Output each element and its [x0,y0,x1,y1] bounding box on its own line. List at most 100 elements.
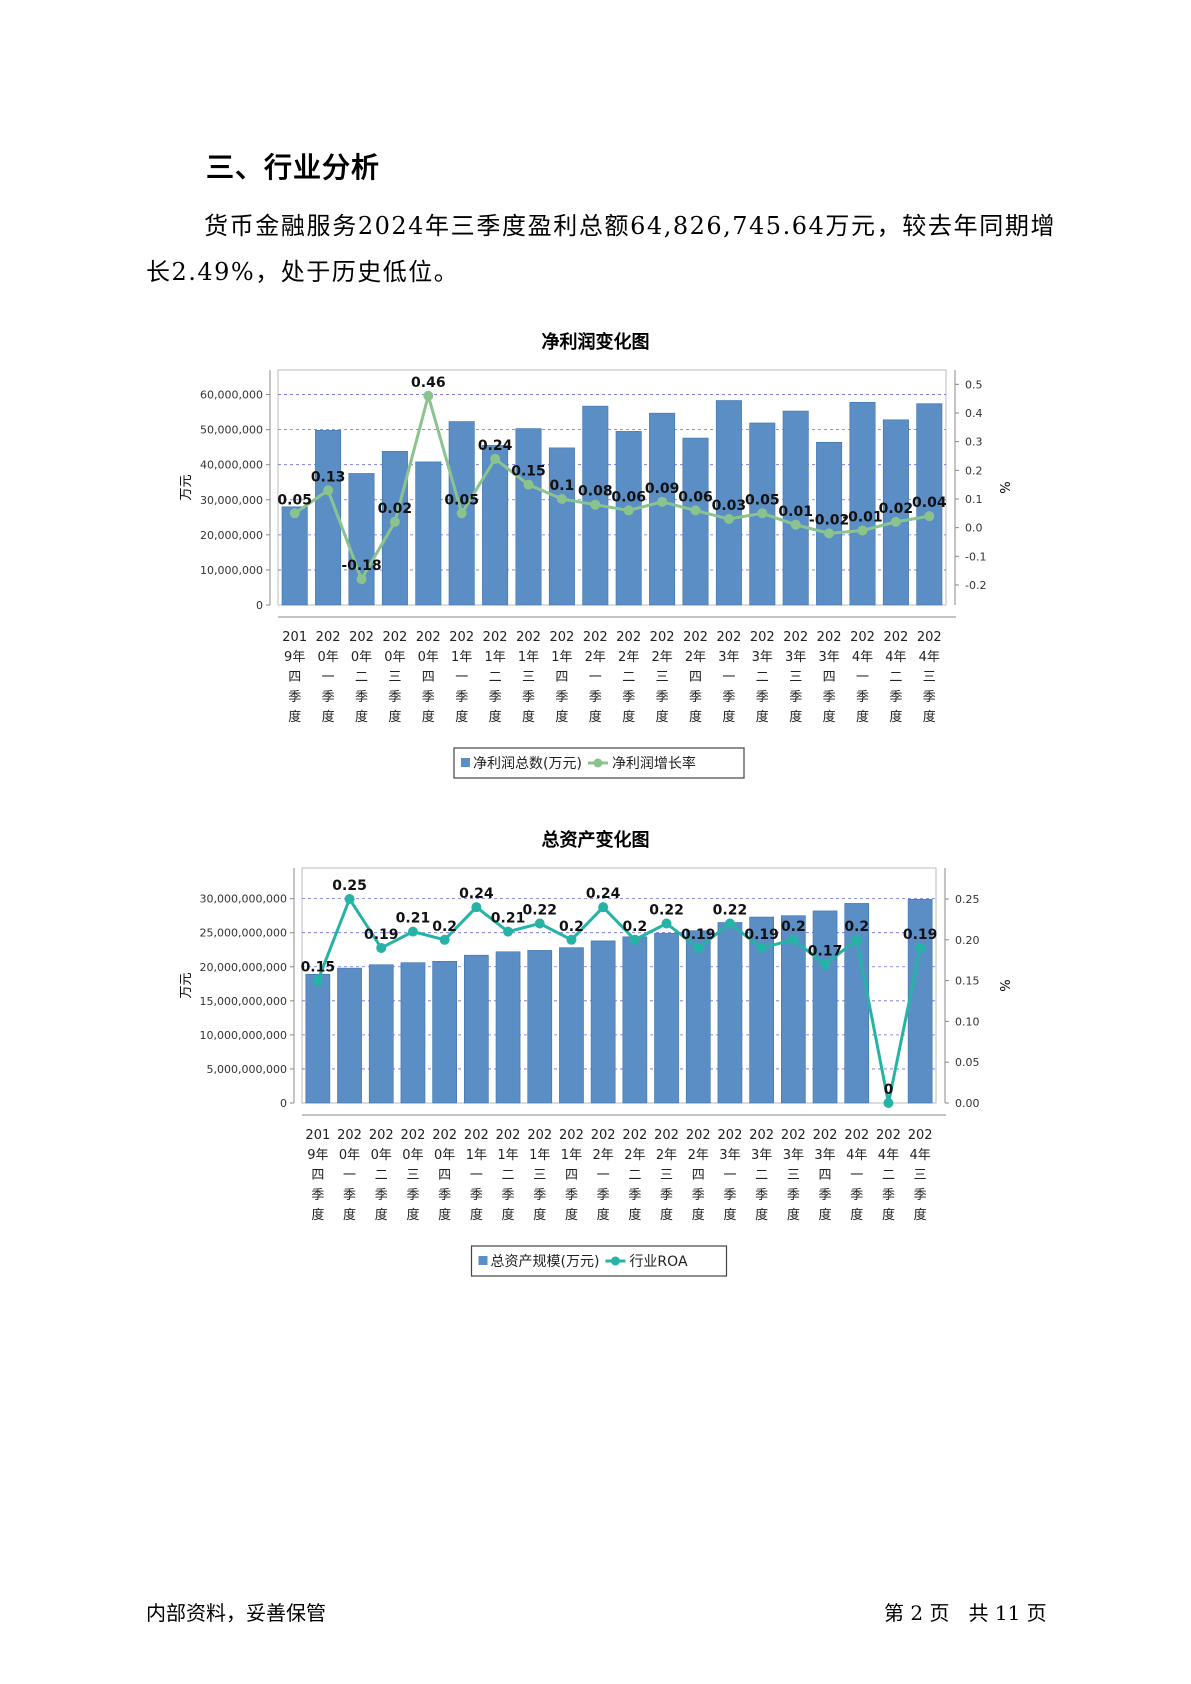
x-tick-label: 202 0年四季度 [432,1128,457,1223]
x-tick-label: 202 2年一季度 [583,630,608,725]
bar [916,403,943,606]
y-axis-label: 万元 [179,474,194,500]
line-point [924,511,935,522]
x-tick-label: 202 1年二季度 [483,630,508,725]
data-label: 0.2 [432,919,457,935]
data-label: 0.24 [459,886,494,902]
data-label: 0.21 [396,911,431,927]
bar [464,954,489,1104]
x-tick-label: 202 4年一季度 [850,630,875,725]
line-point [590,499,601,510]
data-label: 0.24 [478,438,513,454]
line-point [389,516,400,527]
legend-bar-label: 总资产规模(万元) [491,1254,600,1270]
line-point [623,505,634,516]
data-label: 0.2 [559,919,584,935]
line-point [723,514,734,525]
line-point [629,934,640,945]
series-line [293,390,930,583]
data-label: 0.24 [586,886,621,902]
line-point [661,918,672,929]
x-tick-label: 202 3年四季度 [813,1128,838,1223]
legend-line-marker [610,1256,620,1266]
x-tick-label: 202 3年二季度 [750,630,775,725]
data-label: 0.13 [311,469,346,485]
line-point [657,496,668,507]
x-tick-label: 202 2年一季度 [591,1128,616,1223]
line-point [566,934,577,945]
data-label: 0.15 [511,464,546,480]
data-label: 0.05 [277,492,312,508]
data-label: 0.2 [844,919,869,935]
data-label: 0.06 [611,489,646,505]
bar [816,441,843,606]
bar [368,964,394,1104]
total-assets-chart-title: 总资产变化图 [541,830,650,851]
net-profit-chart-title: 净利润变化图 [541,332,650,353]
legend-line-label: 行业ROA [629,1254,688,1270]
bar [590,940,616,1104]
line-point [857,525,868,536]
y-tick-label: 10,000,000 [200,564,263,577]
line-point [534,918,545,929]
line-point [890,516,901,527]
line-point [490,453,501,464]
data-label: -0.02 [809,512,849,528]
data-label: 0.22 [649,902,684,918]
x-tick-label: 202 3年二季度 [749,1128,774,1223]
y2-tick-label: 0.3 [965,436,983,449]
y2-tick-label: 0.05 [955,1056,980,1069]
x-tick-label: 202 3年一季度 [718,1128,743,1223]
y2-tick-label: 0.20 [955,934,980,947]
data-label: 0.22 [522,902,557,918]
data-label: 0.02 [378,501,413,517]
bar [381,451,408,606]
x-tick-label: 202 4年二季度 [883,630,908,725]
x-tick-label: 202 0年二季度 [369,1128,394,1223]
y2-tick-label: 0.2 [965,464,983,477]
y2-tick-label: -0.2 [965,579,986,592]
total-assets-chart: 0 5,000,000,000 10,000,000,000 15,000,000,0… [179,867,1011,1277]
line-point [556,493,567,504]
y-tick-label: 15,000,000,000 [200,995,287,1008]
net-profit-chart: 0 10,000,000 20,000,000 30,000,000 40,000,00… [179,369,1011,779]
y2-tick-label: 0.4 [965,407,983,420]
y-tick-label: 60,000,000 [200,389,263,402]
bar [812,910,838,1104]
y2-tick-label: -0.1 [965,550,986,563]
data-label: 0.19 [681,927,716,943]
legend-bar-label: 净利润总数(万元) [473,756,582,772]
y-tick-label: 20,000,000 [200,529,263,542]
x-tick-label: 202 4年二季度 [876,1128,901,1223]
bar [337,967,362,1104]
legend-line-label: 净利润增长率 [612,755,696,772]
x-tick-label: 202 1年四季度 [559,1128,584,1223]
line-point [312,975,323,986]
line-point [915,942,926,953]
bar [682,437,709,606]
y-tick-label: 10,000,000,000 [200,1029,287,1042]
x-tick-label: 202 1年二季度 [496,1128,521,1223]
bar [715,400,742,606]
bar [305,973,331,1104]
line-point [439,934,450,945]
x-tick-label: 202 0年一季度 [337,1128,362,1223]
y-axis-label: 万元 [179,972,194,998]
line-point [407,926,418,937]
y2-tick-label: 0.10 [955,1015,980,1028]
footer-page-number: 第 2 页 共 11 页 [884,1601,1047,1625]
data-label: 0.05 [444,492,479,508]
x-tick-label: 202 2年二季度 [616,630,641,725]
plot-area [301,867,937,1104]
data-label: 0 [884,1082,894,1098]
line-point [788,934,799,945]
y-tick-label: 0 [256,599,263,612]
y-tick-label: 0 [280,1097,287,1110]
bar [400,962,426,1104]
data-label: 0.21 [491,911,526,927]
x-tick-label: 202 3年三季度 [781,1128,806,1223]
y2-tick-label: 0.1 [965,493,983,506]
x-tick-label: 202 4年一季度 [844,1128,869,1223]
bar [415,461,442,606]
bar [782,410,809,606]
